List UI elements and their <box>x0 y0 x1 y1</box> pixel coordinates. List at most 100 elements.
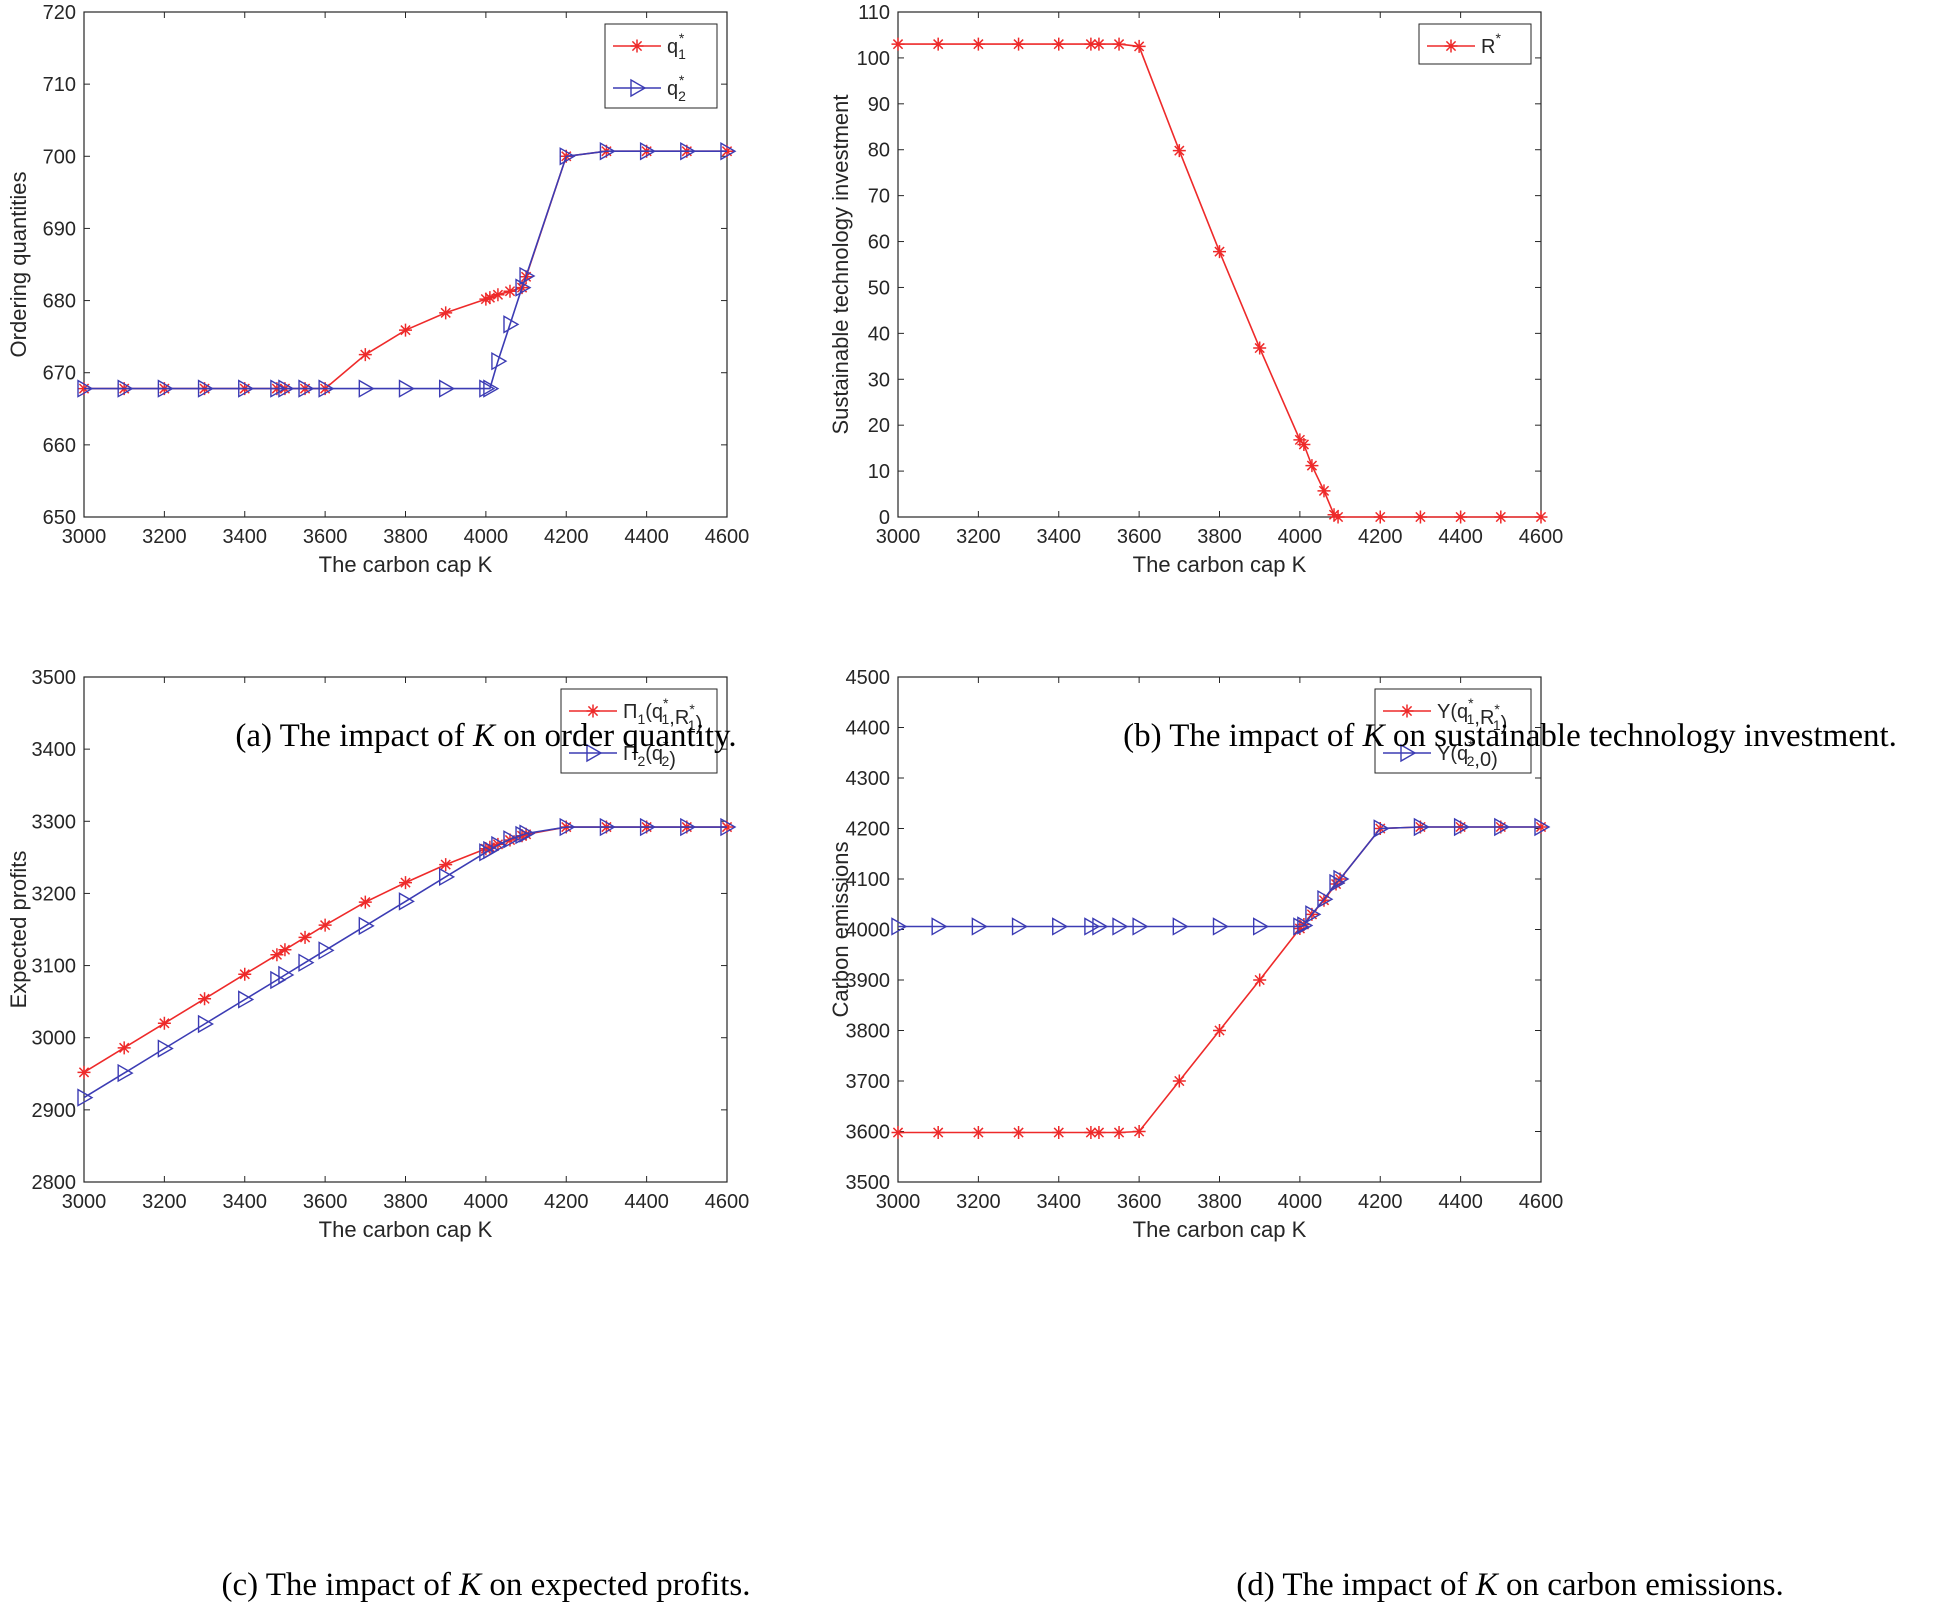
data-point <box>157 1016 171 1030</box>
y-tick-label: 50 <box>868 277 890 299</box>
x-tick-label: 4200 <box>544 526 589 548</box>
data-point <box>519 266 536 286</box>
x-tick-label: 3000 <box>62 526 107 548</box>
x-axis-d: 3000 3200 3400 3600 3800 4000 4200 4400 4600 <box>876 677 1563 1213</box>
x-axis-label-d: The carbon cap K <box>1133 1217 1307 1242</box>
y-tick-label: 3000 <box>32 1028 77 1050</box>
data-point <box>197 1014 214 1034</box>
data-point <box>1317 484 1331 498</box>
caption-a-prefix: (a) The impact of <box>235 718 473 754</box>
x-tick-label: 3200 <box>956 1191 1001 1213</box>
x-axis-label-a: The carbon cap K <box>319 552 493 577</box>
series-line-c-2 <box>83 826 727 1099</box>
x-tick-label: 3800 <box>1197 1191 1242 1213</box>
plot-area-b <box>897 11 1542 518</box>
data-point <box>483 840 500 860</box>
y-tick-label: 60 <box>868 232 890 254</box>
data-point <box>1305 905 1322 924</box>
x-tick-label: 4600 <box>1519 526 1564 548</box>
data-point <box>1172 1074 1186 1088</box>
y-tick-label: 10 <box>868 461 890 483</box>
data-point <box>1413 510 1427 524</box>
data-point <box>1092 37 1106 51</box>
data-point <box>278 379 295 398</box>
y-tick-label: 4000 <box>846 920 891 942</box>
data-point <box>278 965 295 985</box>
caption-a: (a) The impact of K on order quantity. <box>235 718 736 755</box>
x-tick-label: 3200 <box>142 526 187 548</box>
data-point <box>438 867 456 887</box>
data-point <box>77 379 94 398</box>
data-point <box>971 37 985 51</box>
data-point <box>491 288 505 302</box>
legend-label: Y(q* 1,R* 1) <box>1437 695 1507 735</box>
x-tick-label: 3800 <box>383 526 428 548</box>
y-tick-label: 2900 <box>32 1100 77 1122</box>
y-tick-label: 710 <box>43 74 76 96</box>
data-point <box>1534 817 1551 837</box>
caption-d: (d) The impact of K on carbon emissions. <box>1236 1567 1783 1604</box>
x-tick-label: 3400 <box>223 1191 268 1213</box>
data-point <box>483 379 500 398</box>
data-point <box>439 306 453 320</box>
x-tick-label: 3000 <box>876 1191 921 1213</box>
y-tick-label: 3800 <box>846 1021 891 1043</box>
data-point <box>1373 510 1387 524</box>
y-tick-label: 4300 <box>846 768 891 790</box>
x-tick-label: 3400 <box>1037 1191 1082 1213</box>
data-point <box>931 917 948 936</box>
legend-item-c-2: Π2(q* 2) <box>569 737 676 771</box>
data-point <box>439 858 453 872</box>
data-point <box>1052 37 1066 51</box>
y-tick-label: 4500 <box>846 667 891 689</box>
data-point <box>1213 245 1226 259</box>
chart-d: 3000 3200 3400 3600 3800 4000 4200 4400 46003500… <box>828 667 1563 1242</box>
series-a-2 <box>77 142 737 398</box>
data-point <box>720 817 737 837</box>
data-point <box>1011 917 1028 936</box>
y-tick-label: 2800 <box>32 1172 77 1194</box>
y-tick-label: 650 <box>43 507 76 529</box>
data-point <box>399 876 412 890</box>
data-point <box>1333 869 1350 889</box>
data-point <box>491 351 508 371</box>
y-axis-a: 650 660 670 680 690 700 710 720 <box>43 2 727 529</box>
data-point <box>198 992 212 1006</box>
y-tick-label: 660 <box>43 435 76 457</box>
y-tick-label: 100 <box>857 48 890 70</box>
data-point <box>599 817 616 837</box>
data-point <box>270 379 287 398</box>
caption-a-var: K <box>472 718 495 754</box>
x-axis-label-b: The carbon cap K <box>1133 552 1307 577</box>
data-point <box>1453 817 1471 837</box>
legend-marker <box>1400 743 1417 763</box>
x-axis-b: 3000 3200 3400 3600 3800 4000 4200 4400 4600 <box>876 12 1564 548</box>
data-point <box>270 970 287 990</box>
data-point <box>891 37 905 51</box>
series-d-2 <box>891 817 1551 936</box>
data-point <box>1413 817 1430 837</box>
x-tick-label: 3600 <box>1117 526 1162 548</box>
data-point <box>1084 917 1101 936</box>
y-tick-label: 3100 <box>32 956 77 978</box>
data-point <box>1132 1125 1146 1138</box>
x-axis-a: 3000 3200 3400 3600 3800 4000 4200 4400 4600 <box>62 12 749 548</box>
data-point <box>1252 917 1270 936</box>
data-point <box>891 1126 905 1140</box>
y-tick-label: 90 <box>868 94 890 116</box>
legend-box <box>604 23 718 109</box>
y-tick-label: 3400 <box>32 739 77 761</box>
data-point <box>238 990 255 1009</box>
y-tick-label: 3900 <box>846 970 891 992</box>
x-axis-c: 3000 3200 3400 3600 3800 4000 4200 4400 4600 <box>62 677 749 1213</box>
data-point <box>515 278 532 297</box>
caption-d-prefix: (d) The impact of <box>1236 1567 1476 1603</box>
data-point <box>1317 889 1334 909</box>
y-tick-label: 4200 <box>846 819 891 841</box>
x-tick-label: 4200 <box>1358 526 1403 548</box>
data-point <box>1052 1126 1066 1140</box>
data-point <box>1132 917 1149 936</box>
data-point <box>77 1088 94 1107</box>
caption-c-suffix: on expected profits. <box>481 1567 751 1603</box>
legend-label: q2* <box>667 72 686 104</box>
